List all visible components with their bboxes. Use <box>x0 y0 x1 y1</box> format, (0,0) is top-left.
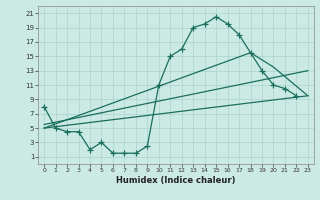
X-axis label: Humidex (Indice chaleur): Humidex (Indice chaleur) <box>116 176 236 185</box>
